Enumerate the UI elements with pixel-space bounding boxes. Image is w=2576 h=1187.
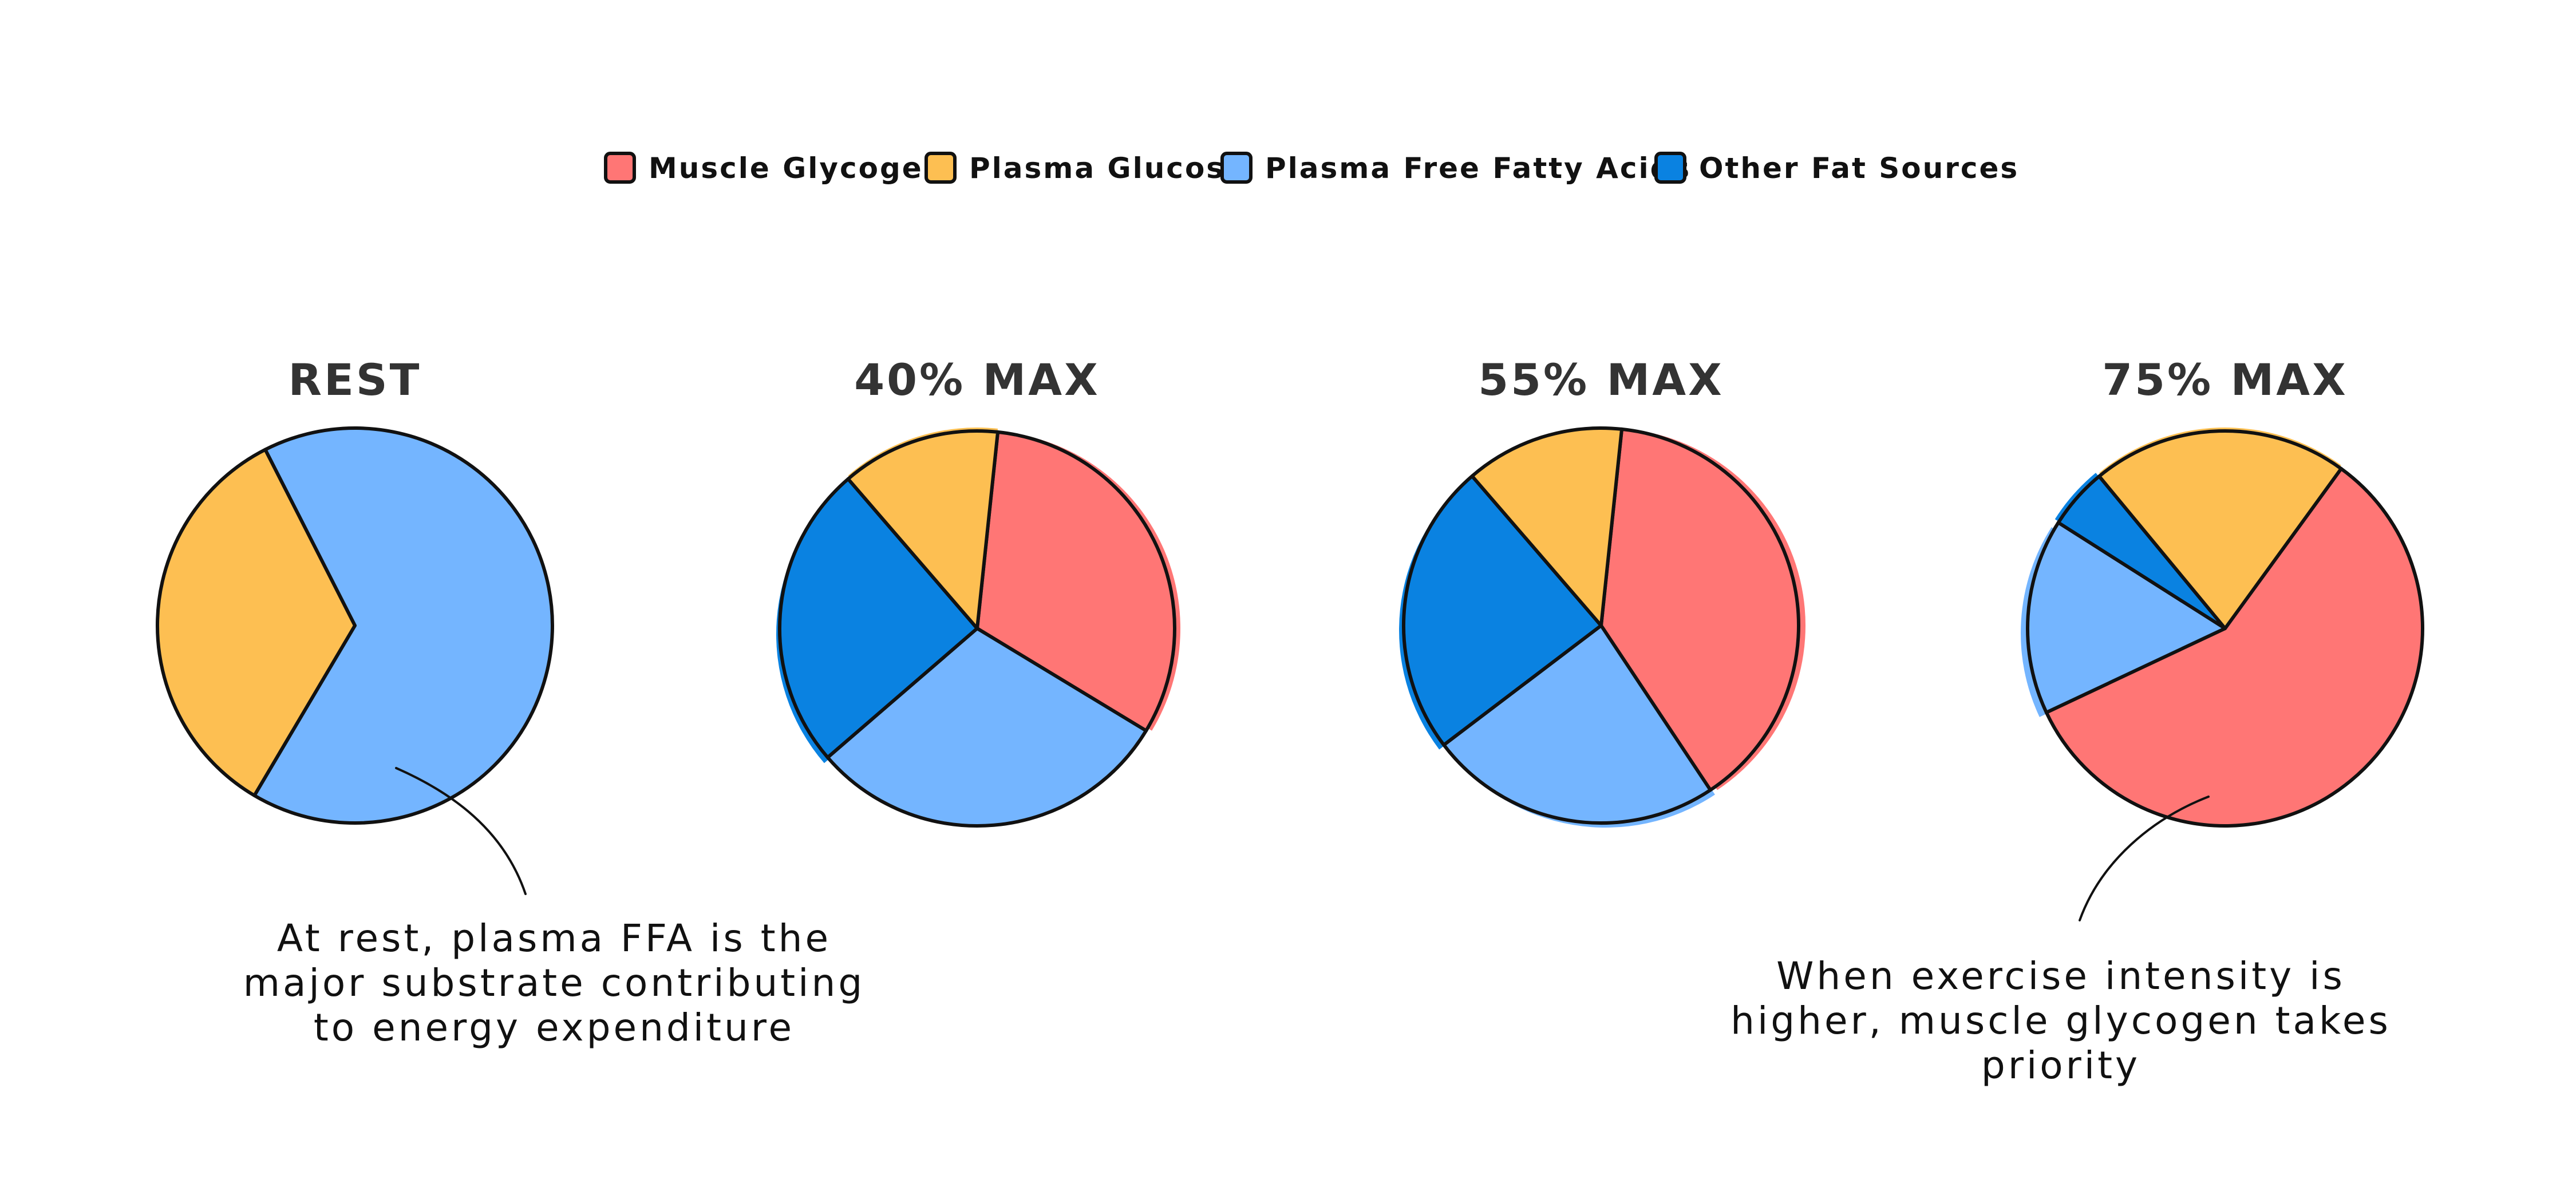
legend-swatch [924, 152, 957, 184]
pie-slice-plasma-glucose [156, 448, 357, 797]
pie-title-55-max: 55% MAX [1478, 354, 1724, 405]
legend-swatch [1220, 152, 1253, 184]
annotation-text-line: When exercise intensity is [1776, 954, 2345, 998]
annotation-text-line: At rest, plasma FFA is the [277, 916, 831, 960]
pie-slice-plasma-free-fatty-acids [825, 627, 1148, 828]
annotation-rest: At rest, plasma FFA is the major substra… [243, 916, 866, 1050]
pie-75-max [2021, 427, 2424, 828]
pie-slice-plasma-glucose [846, 429, 1000, 630]
pie-slice-other-fat-sources [1402, 474, 1603, 747]
annotation-text-line: priority [1981, 1043, 2140, 1087]
legend-item-muscle-glycogen: Muscle Glycogen [604, 152, 945, 185]
pie-slice-plasma-free-fatty-acids [252, 426, 554, 825]
pie-slice-plasma-glucose [1470, 426, 1624, 627]
legend-item-plasma-ffa: Plasma Free Fatty Acids [1220, 152, 1691, 185]
pie-slice-muscle-glycogen [975, 430, 1176, 733]
pie-slice-plasma-glucose [2097, 429, 2343, 630]
pie-slice-other-fat-sources [778, 477, 979, 759]
annotation-text-line: to energy expenditure [314, 1006, 795, 1050]
legend-label: Plasma Free Fatty Acids [1265, 152, 1691, 185]
legend: Muscle Glycogen Plasma Glucose Plasma Fr… [604, 152, 2019, 185]
annotation-high-intensity: When exercise intensity is higher, muscl… [1730, 954, 2391, 1087]
legend-label: Muscle Glycogen [649, 152, 945, 185]
pie-slice-muscle-glycogen [2044, 466, 2424, 828]
legend-item-plasma-glucose: Plasma Glucose [924, 152, 1246, 185]
pie-title-40-max: 40% MAX [854, 354, 1100, 405]
pie-55-max [1399, 426, 1806, 828]
pie-rest [156, 426, 554, 825]
legend-label: Other Fat Sources [1699, 152, 2019, 185]
annotation-leader-rest [395, 767, 527, 895]
pie-title-rest: REST [288, 354, 421, 405]
legend-label: Plasma Glucose [969, 152, 1246, 185]
pie-title-75-max: 75% MAX [2102, 354, 2348, 405]
annotation-leader-high-intensity [2079, 796, 2210, 921]
annotation-text-line: major substrate contributing [243, 961, 866, 1005]
pie-slice-plasma-free-fatty-acids [1442, 624, 1712, 825]
legend-item-other-fat: Other Fat Sources [1654, 152, 2019, 185]
pie-40-max [776, 428, 1180, 828]
legend-swatch [1654, 152, 1686, 184]
legend-swatch [604, 152, 636, 184]
annotation-text-line: higher, muscle glycogen takes [1730, 999, 2391, 1043]
pie-slice-plasma-free-fatty-acids [2026, 521, 2227, 714]
